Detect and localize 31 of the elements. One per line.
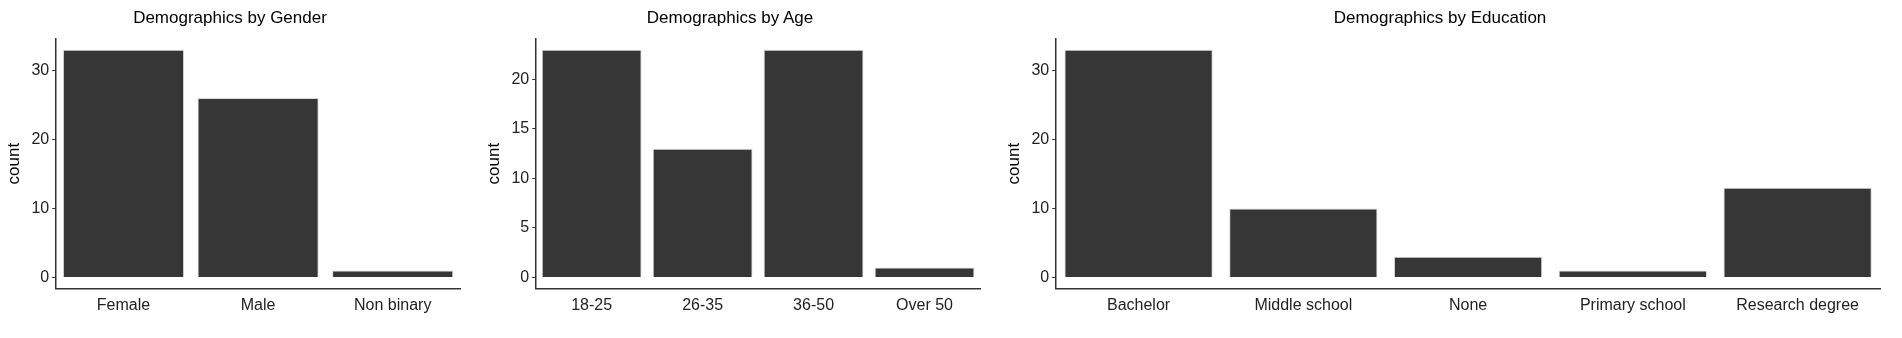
y-tick-label: 5 xyxy=(520,218,530,236)
y-axis-title: count xyxy=(1003,142,1023,185)
chart-title: Demographics by Age xyxy=(646,7,814,27)
x-tick-label: Primary school xyxy=(1579,295,1686,313)
y-tick-label: 20 xyxy=(1031,129,1050,147)
x-tick-label: Bachelor xyxy=(1107,295,1171,313)
x-tick-label: Over 50 xyxy=(896,295,954,313)
y-tick-label: 20 xyxy=(511,69,530,87)
x-tick-label: Female xyxy=(96,295,151,313)
y-tick-label: 10 xyxy=(31,198,50,216)
x-tick-label: Research degree xyxy=(1736,295,1860,313)
x-tick-label: 36-50 xyxy=(793,295,835,313)
y-axis-title: count xyxy=(483,142,503,185)
x-tick-label: Middle school xyxy=(1254,295,1353,313)
chart-title: Demographics by Gender xyxy=(133,7,328,27)
x-tick-label: Non binary xyxy=(354,295,432,313)
y-tick-label: 15 xyxy=(511,119,530,137)
y-tick-label: 0 xyxy=(1040,267,1050,285)
y-axis-title: count xyxy=(3,142,23,185)
y-tick-label: 10 xyxy=(511,168,530,186)
y-tick-label: 10 xyxy=(1031,198,1050,216)
y-tick-label: 20 xyxy=(31,129,50,147)
y-tick-label: 0 xyxy=(40,267,50,285)
x-tick-label: 26-35 xyxy=(682,295,724,313)
y-tick-label: 0 xyxy=(520,267,530,285)
x-tick-label: None xyxy=(1448,295,1488,313)
y-tick-label: 30 xyxy=(1031,60,1050,78)
x-tick-label: Male xyxy=(240,295,276,313)
y-tick-label: 30 xyxy=(31,60,50,78)
chart-title: Demographics by Education xyxy=(1333,7,1547,27)
x-tick-label: 18-25 xyxy=(571,295,613,313)
